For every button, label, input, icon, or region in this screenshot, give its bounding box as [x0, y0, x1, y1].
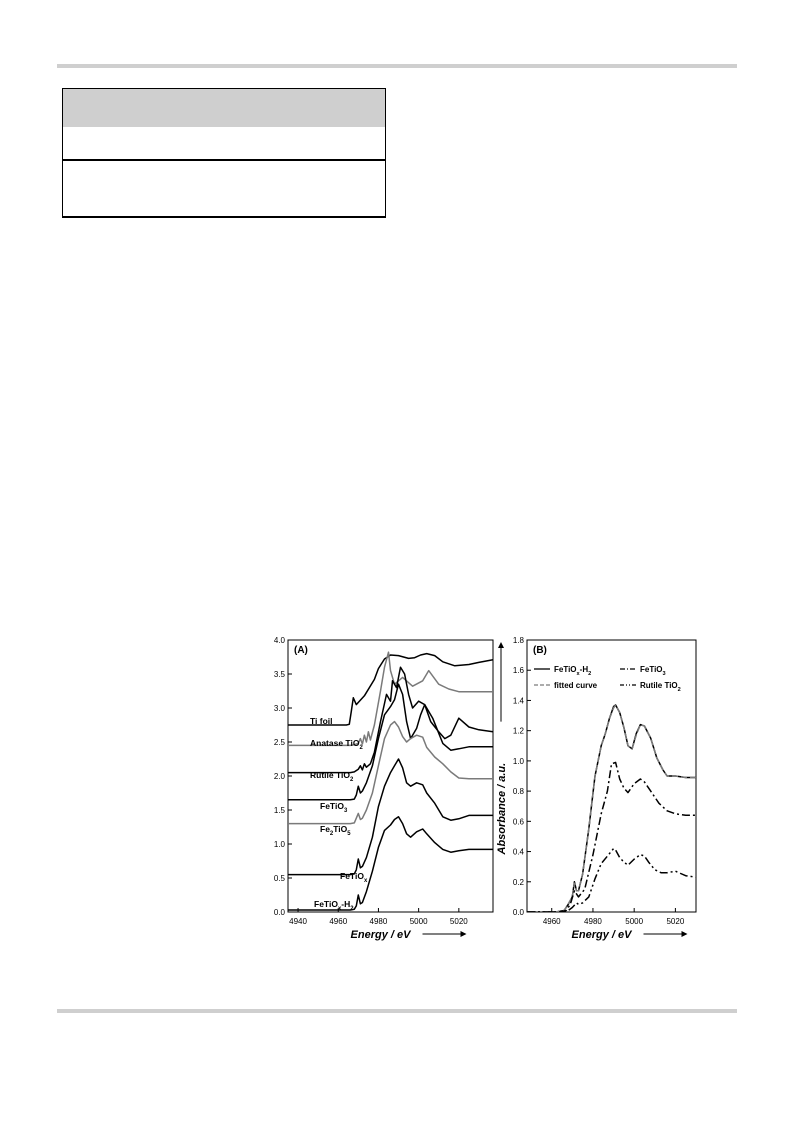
panel-label: (A) [294, 645, 308, 656]
y-tick-label: 0.0 [513, 908, 525, 917]
y-tick-label: 2.0 [274, 772, 286, 781]
x-axis-label: Energy / eV [351, 929, 413, 941]
y-tick-label: 0.2 [513, 878, 525, 887]
series-label-6-part-0: FeTiO [314, 899, 338, 909]
series-label-2: Rutile TiO2 [310, 770, 354, 783]
series-line-1 [288, 651, 493, 747]
legend-entry-0-part-0: FeTiO [554, 665, 577, 674]
legend-entry-1: fitted curve [554, 681, 598, 690]
legend-entry-0-part-1: x [577, 671, 581, 677]
y-tick-label: 1.5 [274, 806, 286, 815]
y-tick-label: 3.5 [274, 670, 286, 679]
y-tick-label: 0.4 [513, 848, 525, 857]
series-label-4: Fe2TiO5 [320, 824, 351, 837]
y-tick-label: 1.0 [513, 757, 525, 766]
y-tick-label: 1.6 [513, 666, 525, 675]
y-axis-arrow-head [498, 642, 504, 648]
legend-entry-2-part-0: FeTiO [640, 665, 663, 674]
plot-frame [526, 639, 697, 913]
series-line-3 [527, 847, 696, 912]
series-label-2-part-1: 2 [350, 777, 354, 783]
chart-panel-1: 0.0 0.2 0.4 0.6 0.8 1.0 1.2 1.4 1.6 1.8 4960 4980 50… [496, 636, 697, 941]
y-axis-label: Absorbance / a.u. [496, 763, 508, 856]
table-bottom-rule [63, 216, 385, 218]
y-tick-label: 3.0 [274, 704, 286, 713]
series-label-6: FeTiOx-H2 [314, 899, 354, 912]
legend-entry-0: FeTiOx-H2 [554, 665, 591, 677]
y-tick-label: 1.0 [274, 840, 286, 849]
series-line-0 [288, 652, 493, 726]
legend-entry-3-part-1: 2 [678, 687, 681, 693]
series-label-5-part-1: x [364, 878, 368, 884]
y-tick-label: 4.0 [274, 636, 286, 645]
header-rule [57, 64, 737, 68]
x-tick-label: 5000 [410, 917, 428, 926]
series-line-4 [288, 720, 493, 825]
figure-svg: 0.0 0.5 1.0 1.5 2.0 2.5 3.0 3.5 4.0 4940 4960 4980 5… [259, 636, 697, 941]
panel-label: (B) [533, 645, 547, 656]
x-tick-label: 5000 [625, 917, 643, 926]
xanes-figure: 0.0 0.5 1.0 1.5 2.0 2.5 3.0 3.5 4.0 4940 4960 4980 5… [259, 628, 710, 973]
series-line-5 [288, 758, 493, 876]
y-tick-label: 1.4 [513, 696, 525, 705]
series-label-4-part-1: 2 [330, 831, 334, 837]
series-label-3: FeTiO3 [320, 801, 348, 814]
legend-entry-3: Rutile TiO2 [640, 681, 681, 693]
series-label-3-part-1: 3 [344, 808, 348, 814]
y-axis-label: Absorbance / a.u. [270, 763, 271, 856]
series-label-6-part-1: x [338, 906, 342, 912]
table-header-band [63, 89, 385, 127]
legend-entry-2-part-1: 3 [663, 671, 666, 677]
series-line-2 [288, 666, 493, 774]
legend-entry-3-part-0: Rutile TiO [640, 681, 678, 690]
series-label-1: Anatase TiO2 [310, 738, 363, 751]
series-label-6-part-2: -H [341, 899, 350, 909]
y-tick-label: 1.8 [513, 636, 525, 645]
x-tick-label: 4960 [329, 917, 347, 926]
table-divider [63, 159, 385, 161]
y-tick-label: 1.2 [513, 727, 525, 736]
x-axis-arrow-head [460, 931, 467, 937]
series-label-3-part-0: FeTiO [320, 801, 344, 811]
series-label-0-part-0: Ti foil [310, 716, 333, 726]
series-label-0: Ti foil [310, 716, 333, 726]
x-tick-label: 4980 [370, 917, 388, 926]
legend-entry-0-part-3: 2 [588, 671, 591, 677]
x-tick-label: 4960 [543, 917, 561, 926]
chart-panel-0: 0.0 0.5 1.0 1.5 2.0 2.5 3.0 3.5 4.0 4940 4960 4980 5… [259, 636, 494, 941]
table-frame [62, 88, 386, 218]
x-tick-label: 5020 [666, 917, 684, 926]
series-line-6 [288, 816, 493, 911]
y-tick-label: 0.8 [513, 787, 525, 796]
legend-entry-0-part-2: -H [580, 665, 589, 674]
series-label-1-part-1: 2 [359, 745, 363, 751]
series-line-2 [527, 761, 696, 912]
y-tick-label: 2.5 [274, 738, 286, 747]
series-line-3 [288, 683, 493, 801]
series-label-2-part-0: Rutile TiO [310, 770, 350, 780]
series-label-4-part-0: Fe [320, 824, 330, 834]
x-tick-label: 4940 [289, 917, 307, 926]
y-tick-label: 0.6 [513, 817, 525, 826]
x-tick-label: 4980 [584, 917, 602, 926]
legend-entry-1-part-0: fitted curve [554, 681, 598, 690]
y-tick-label: 0.5 [274, 874, 286, 883]
series-label-1-part-0: Anatase TiO [310, 738, 360, 748]
series-label-6-part-3: 2 [350, 906, 354, 912]
series-label-4-part-2: TiO [333, 824, 347, 834]
series-label-4-part-3: 5 [347, 831, 351, 837]
footer-rule [57, 1009, 737, 1013]
series-label-5: FeTiOx [340, 871, 368, 884]
x-axis-label: Energy / eV [572, 929, 634, 941]
series-label-5-part-0: FeTiO [340, 871, 364, 881]
x-tick-label: 5020 [450, 917, 468, 926]
y-tick-label: 0.0 [274, 908, 286, 917]
legend-entry-2: FeTiO3 [640, 665, 666, 677]
x-axis-arrow-head [681, 931, 688, 937]
series-line-1 [527, 704, 696, 912]
series-line-0 [527, 704, 696, 912]
